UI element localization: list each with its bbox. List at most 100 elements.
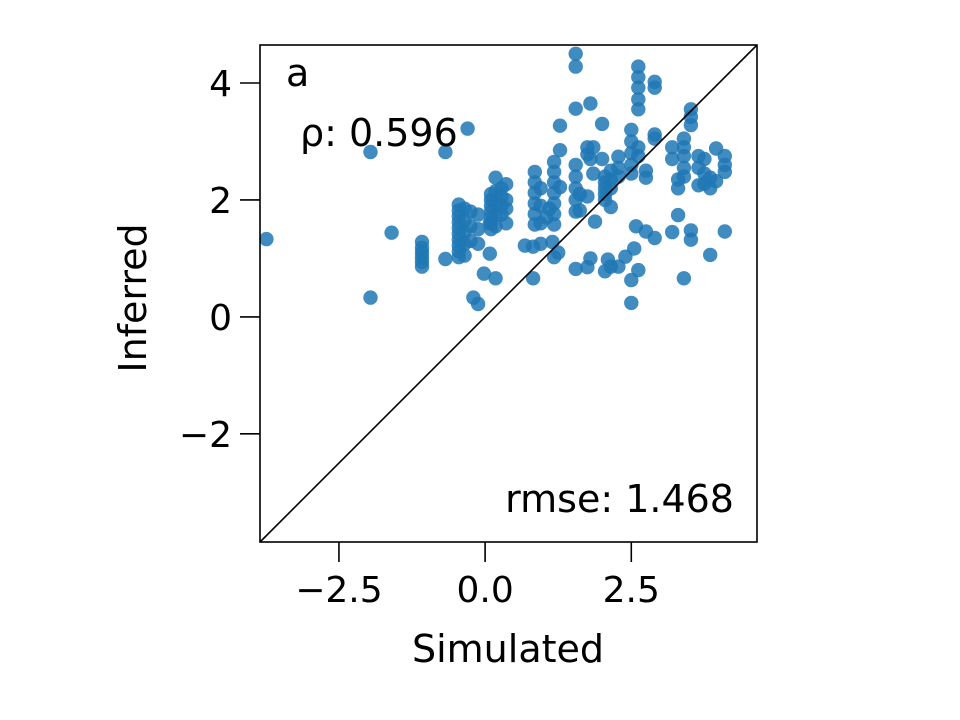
data-point — [717, 164, 732, 180]
data-point — [603, 181, 618, 196]
data-point — [470, 236, 486, 251]
data-point — [594, 116, 610, 132]
data-point — [476, 266, 492, 281]
data-point — [546, 154, 562, 170]
data-point — [665, 224, 680, 240]
data-point — [594, 151, 610, 167]
data-point — [499, 216, 514, 231]
data-point — [527, 164, 542, 180]
data-point — [546, 196, 562, 211]
identity-line — [259, 44, 758, 543]
data-point — [603, 199, 618, 215]
data-point — [568, 261, 583, 277]
data-point — [552, 143, 568, 158]
data-point — [568, 157, 583, 173]
data-point — [631, 92, 646, 107]
data-point — [552, 118, 568, 133]
data-point — [670, 207, 686, 223]
data-point — [638, 170, 654, 185]
data-point — [546, 164, 562, 180]
data-point — [627, 241, 642, 256]
correlation-annotation: ρ: 0.596 — [300, 111, 458, 155]
data-point — [708, 174, 724, 189]
data-point — [586, 166, 601, 181]
points-layer — [259, 46, 732, 312]
data-point — [551, 245, 566, 260]
data-point — [438, 251, 453, 267]
data-point — [580, 189, 595, 204]
data-point — [647, 80, 662, 95]
data-point — [624, 122, 639, 137]
y-tick-label: −2 — [179, 415, 232, 456]
data-point — [533, 236, 548, 251]
data-point — [546, 217, 562, 232]
data-point — [631, 80, 646, 95]
data-point — [683, 232, 699, 247]
y-axis-ticks: −2 0 2 4 — [179, 64, 260, 456]
data-point — [384, 225, 399, 240]
data-point — [568, 101, 583, 116]
y-tick-label: 0 — [209, 298, 232, 339]
data-point — [568, 59, 583, 74]
data-point — [676, 271, 692, 286]
data-point — [470, 222, 486, 237]
rmse-annotation: rmse: 1.468 — [505, 477, 734, 521]
data-point — [499, 177, 514, 192]
data-point — [676, 148, 692, 164]
data-point — [572, 203, 587, 218]
data-point — [631, 59, 646, 74]
data-point — [631, 102, 646, 117]
data-point — [624, 166, 639, 181]
data-point — [703, 247, 718, 263]
data-point — [525, 271, 541, 286]
data-point — [647, 230, 662, 246]
data-point — [568, 46, 583, 61]
data-point — [488, 170, 503, 185]
data-point — [546, 206, 562, 222]
data-point — [676, 169, 692, 184]
data-point — [683, 117, 699, 133]
data-point — [488, 271, 503, 286]
data-point — [457, 248, 472, 263]
data-point — [363, 144, 378, 160]
data-point — [460, 121, 475, 136]
data-point — [583, 251, 598, 266]
data-point — [697, 151, 712, 167]
data-point — [363, 290, 378, 305]
data-point — [717, 224, 732, 239]
data-point — [568, 169, 583, 184]
data-point — [414, 259, 430, 274]
y-axis-label: Inferred — [111, 223, 155, 372]
data-point — [586, 140, 601, 155]
y-tick-label: 2 — [209, 181, 232, 222]
panel-label: a — [286, 51, 309, 95]
data-point — [665, 140, 680, 155]
data-point — [470, 207, 486, 222]
x-tick-label: 0.0 — [456, 570, 513, 611]
data-point — [259, 231, 274, 247]
y-tick-label: 4 — [209, 64, 232, 105]
data-point — [583, 96, 598, 111]
x-axis-ticks: −2.5 0.0 2.5 — [295, 542, 660, 611]
data-point — [533, 181, 548, 196]
data-point — [499, 201, 514, 216]
data-point — [470, 296, 486, 312]
x-tick-label: −2.5 — [295, 570, 382, 611]
data-point — [482, 246, 497, 261]
data-point — [583, 151, 598, 167]
data-point — [587, 214, 603, 229]
data-point — [624, 272, 639, 288]
data-point — [611, 169, 626, 184]
data-point — [631, 70, 646, 85]
data-point — [552, 179, 568, 195]
x-axis-label: Simulated — [412, 627, 604, 671]
data-point — [631, 148, 646, 164]
data-point — [624, 295, 639, 311]
plot-frame — [259, 44, 758, 543]
data-point — [611, 149, 626, 164]
data-point — [647, 131, 662, 146]
data-point — [665, 151, 680, 167]
data-point — [670, 181, 686, 196]
data-point — [631, 262, 646, 278]
